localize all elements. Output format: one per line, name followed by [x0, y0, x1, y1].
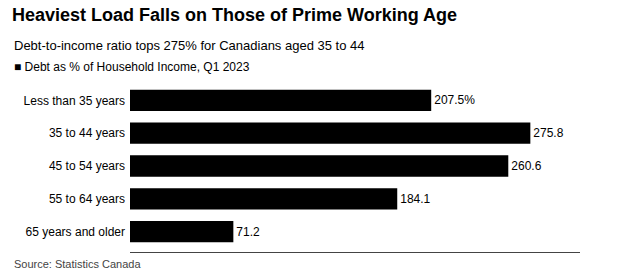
svg-text:■ Debt as % of Household Incom: ■ Debt as % of Household Income, Q1 2023 — [14, 60, 250, 74]
svg-text:45 to 54 years: 45 to 54 years — [49, 159, 125, 173]
svg-text:275.8: 275.8 — [533, 126, 563, 140]
svg-text:Source: Statistics Canada: Source: Statistics Canada — [14, 258, 141, 270]
svg-text:35 to 44 years: 35 to 44 years — [49, 126, 125, 140]
svg-text:207.5%: 207.5% — [434, 93, 475, 107]
svg-text:65 years and older: 65 years and older — [26, 225, 125, 239]
svg-text:55 to 64 years: 55 to 64 years — [49, 192, 125, 206]
svg-text:71.2: 71.2 — [236, 225, 260, 239]
svg-text:Less than 35 years: Less than 35 years — [24, 94, 125, 108]
svg-text:184.1: 184.1 — [400, 192, 430, 206]
svg-text:260.6: 260.6 — [511, 159, 541, 173]
svg-text:Debt-to-income ratio tops 275%: Debt-to-income ratio tops 275% for Canad… — [14, 38, 365, 53]
svg-text:Heaviest Load Falls on Those o: Heaviest Load Falls on Those of Prime Wo… — [12, 5, 457, 25]
